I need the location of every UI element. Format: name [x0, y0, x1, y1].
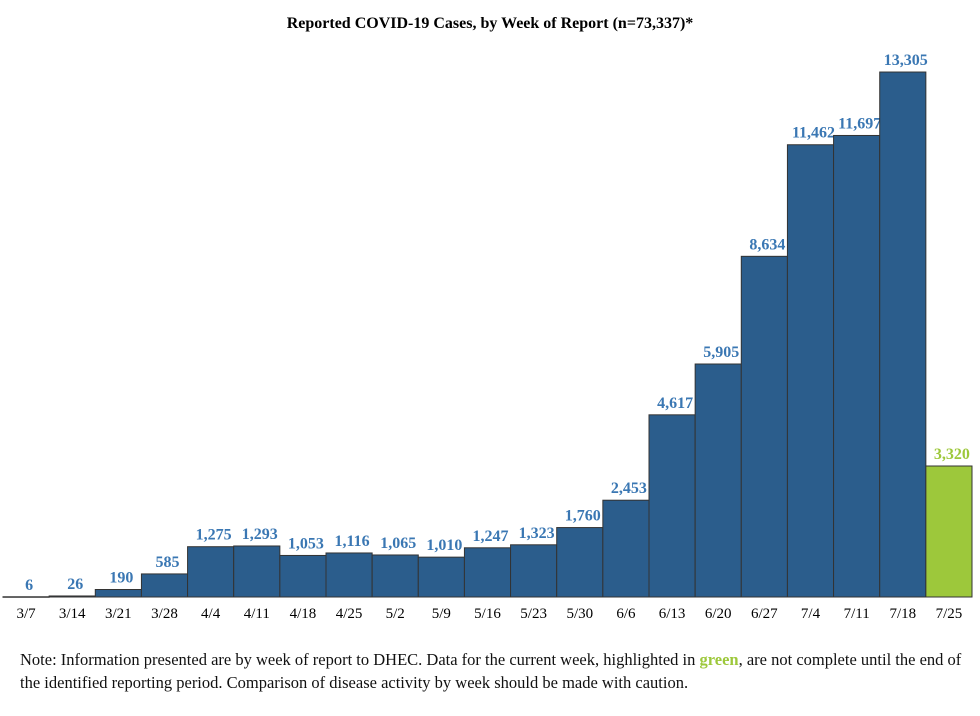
- x-tick-label: 3/14: [59, 606, 86, 622]
- bar: [556, 527, 604, 598]
- note-highlight: green: [699, 650, 739, 669]
- bar: [417, 556, 465, 598]
- x-tick-label: 3/7: [16, 606, 36, 622]
- bar: [510, 544, 558, 598]
- bar: [925, 465, 973, 598]
- chart-title: Reported COVID-19 Cases, by Week of Repo…: [287, 15, 694, 32]
- bar: [879, 71, 927, 598]
- value-label: 2,453: [611, 480, 647, 497]
- bar: [371, 554, 419, 598]
- value-label: 8,634: [749, 236, 785, 253]
- value-label: 1,275: [196, 527, 232, 544]
- bar: [140, 573, 189, 598]
- x-tick-label: 3/28: [151, 606, 178, 622]
- x-tick-label: 3/21: [105, 606, 132, 622]
- bar: [740, 255, 788, 598]
- x-tick-label: 6/20: [705, 606, 732, 622]
- bar: [48, 595, 96, 598]
- bar: [786, 144, 835, 598]
- x-tick-label: 4/4: [201, 606, 221, 622]
- value-label: 6: [25, 577, 33, 594]
- x-tick-label: 6/6: [616, 606, 636, 622]
- value-label: 3,320: [934, 446, 970, 463]
- note-text: , are not complete until the end of the …: [20, 650, 962, 692]
- x-tick-label: 4/11: [244, 606, 270, 622]
- bar: [187, 546, 235, 598]
- value-label: 1,010: [426, 537, 462, 554]
- note: Note: Information presented are by week …: [20, 648, 970, 694]
- value-label: 1,293: [242, 526, 278, 543]
- value-label: 13,305: [884, 52, 928, 69]
- bar: [94, 589, 142, 598]
- x-tick-label: 5/30: [566, 606, 593, 622]
- x-tick-label: 5/9: [432, 606, 451, 622]
- value-label: 4,617: [657, 395, 693, 412]
- chart: Reported COVID-19 Cases, by Week of Repo…: [2, 15, 973, 622]
- bar: [648, 414, 696, 598]
- value-label: 11,462: [792, 125, 835, 142]
- x-tick-label: 7/25: [936, 606, 963, 622]
- value-label: 1,065: [380, 535, 416, 552]
- value-label: 26: [67, 576, 83, 593]
- bar: [279, 554, 327, 598]
- bar: [233, 545, 281, 598]
- x-tick-label: 5/16: [474, 606, 501, 622]
- x-tick-label: 7/4: [801, 606, 821, 622]
- value-label: 1,760: [565, 508, 601, 525]
- value-label: 1,116: [335, 533, 370, 550]
- x-tick-label: 4/25: [336, 606, 363, 622]
- x-tick-label: 5/23: [520, 606, 547, 622]
- bar: [463, 547, 512, 598]
- x-tick-label: 6/13: [659, 606, 686, 622]
- value-label: 1,247: [473, 528, 509, 545]
- value-label: 1,323: [519, 525, 555, 542]
- bar: [833, 134, 881, 598]
- value-label: 190: [109, 570, 133, 587]
- x-tick-label: 4/18: [290, 606, 317, 622]
- value-label: 11,697: [838, 115, 881, 132]
- bar: [2, 596, 50, 598]
- bar: [694, 363, 742, 598]
- x-tick-label: 6/27: [751, 606, 778, 622]
- x-tick-label: 5/2: [386, 606, 405, 622]
- value-label: 585: [156, 554, 180, 571]
- bar: [602, 499, 650, 598]
- x-tick-label: 7/18: [889, 606, 916, 622]
- value-label: 5,905: [703, 344, 739, 361]
- note-text: Note: Information presented are by week …: [20, 650, 700, 669]
- value-label: 1,053: [288, 535, 324, 552]
- x-tick-label: 7/11: [844, 606, 870, 622]
- bar: [325, 552, 373, 598]
